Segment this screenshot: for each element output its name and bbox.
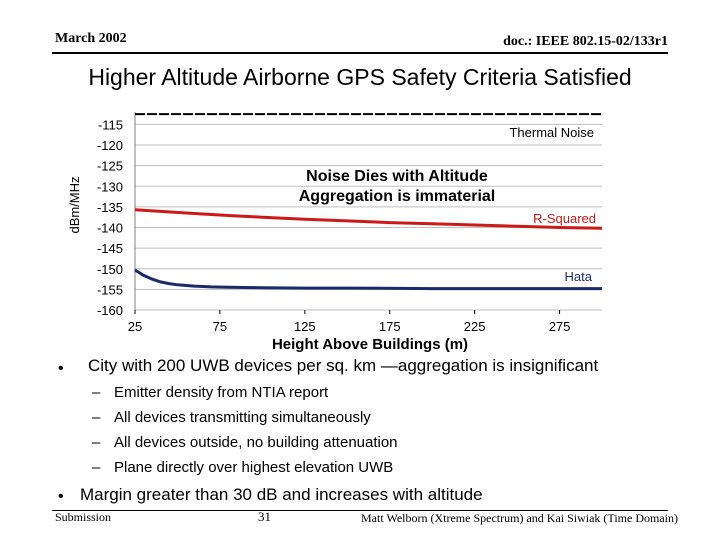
y-tick-label: -160 xyxy=(97,303,123,318)
sub-dash: – xyxy=(92,434,101,451)
y-tick-label: -150 xyxy=(97,262,123,277)
x-tick-label: 275 xyxy=(549,319,571,334)
footer-rule xyxy=(52,510,668,511)
annotation-line-2: Aggregation is immaterial xyxy=(299,188,496,205)
x-tick-label: 25 xyxy=(128,319,142,334)
sub-item: Emitter density from NTIA report xyxy=(114,384,329,401)
legend-hata: Hata xyxy=(565,269,593,284)
y-tick-label: -145 xyxy=(97,241,123,256)
x-tick-label: 125 xyxy=(294,319,316,334)
sub-dash: – xyxy=(92,384,101,401)
sub-item: All devices outside, no building attenua… xyxy=(114,434,398,451)
y-tick-label: -115 xyxy=(98,117,123,132)
annotation-line-1: Noise Dies with Altitude xyxy=(306,168,488,185)
legend-thermal-noise: Thermal Noise xyxy=(509,125,594,140)
line-chart: -115 -120 -125 -130 -135 -140 -145 -150 -155 -160… xyxy=(67,112,603,353)
sub-dash: – xyxy=(92,459,101,476)
sub-dash: – xyxy=(92,409,101,426)
x-tick-labels: 25 75 125 175 225 275 xyxy=(128,319,571,334)
y-axis-label: dBm/MHz xyxy=(67,176,82,233)
series-line-r-squared xyxy=(134,208,603,230)
legend-r-squared: R-Squared xyxy=(533,211,596,226)
footer-authors: Matt Welborn (Xtreme Spectrum) and Kai S… xyxy=(361,511,678,525)
y-tick-label: -130 xyxy=(97,179,123,194)
x-tick-label: 225 xyxy=(464,319,486,334)
slide-title: Higher Altitude Airborne GPS Safety Crit… xyxy=(88,64,632,90)
footer-submission: Submission xyxy=(55,510,112,524)
page-number: 31 xyxy=(258,509,271,524)
y-tick-label: -125 xyxy=(97,159,123,174)
series-line-hata xyxy=(134,268,602,291)
sub-item: All devices transmitting simultaneously xyxy=(114,409,371,426)
header-date: March 2002 xyxy=(55,31,127,46)
sub-item: Plane directly over highest elevation UW… xyxy=(114,459,394,476)
x-tick-label: 75 xyxy=(213,319,227,334)
x-tick-label: 175 xyxy=(379,319,401,334)
y-tick-label: -140 xyxy=(97,221,123,236)
y-tick-labels: -115 -120 -125 -130 -135 -140 -145 -150 -155 -160 xyxy=(97,117,123,318)
header-rule xyxy=(52,52,668,54)
header-doc-id: doc.: IEEE 802.15-02/133r1 xyxy=(503,34,668,49)
bullet-main-1: City with 200 UWB devices per sq. km —ag… xyxy=(88,356,599,375)
y-tick-label: -135 xyxy=(97,200,123,215)
bullet-main-2: Margin greater than 30 dB and increases … xyxy=(80,485,483,504)
x-axis-label: Height Above Buildings (m) xyxy=(272,336,468,353)
y-tick-label: -155 xyxy=(97,282,123,297)
chart-series xyxy=(134,113,603,291)
bullet-dot: • xyxy=(58,488,64,505)
bullet-dot: • xyxy=(58,360,64,377)
y-tick-label: -120 xyxy=(97,138,123,153)
